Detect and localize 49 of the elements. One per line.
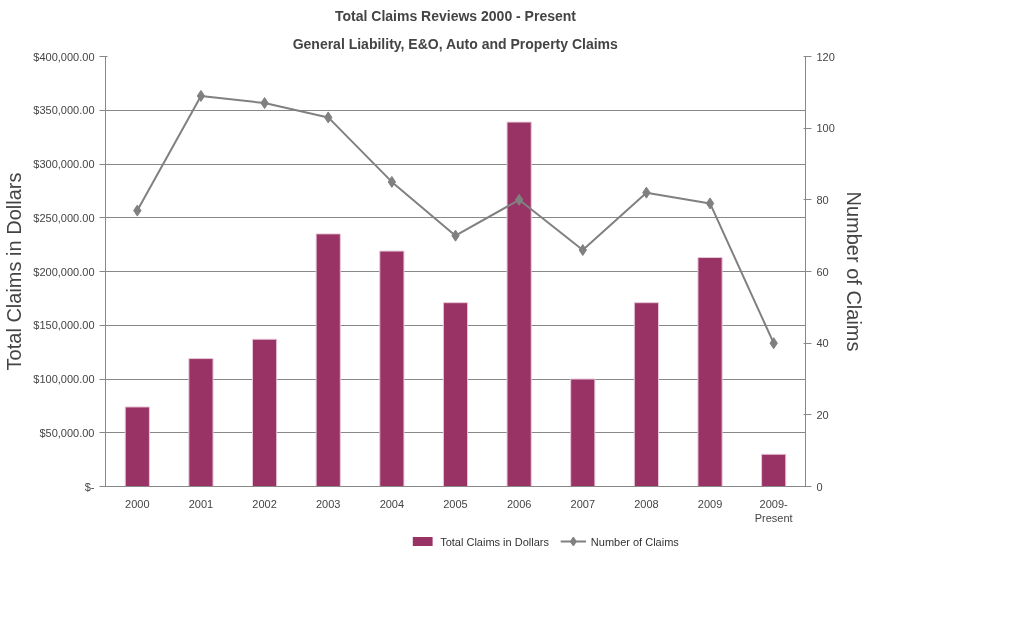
y2-tick-label: 100 [816,122,835,135]
x-tick-label: 2005 [443,497,468,510]
y-axis-title: Total Claims in Dollars [3,172,26,371]
x-tick-label: 2000 [125,497,150,510]
bar [252,338,278,487]
point [196,89,206,102]
y2-tick-label: 40 [816,337,829,350]
x-tick-label: 2009 [697,497,723,510]
x-tick-label: 2001 [188,497,214,510]
x-tick-label: 2006 [506,497,532,510]
bar [570,378,596,487]
bar [633,302,659,487]
legend-label: Total Claims in Dollars [440,535,550,548]
bar [697,257,723,487]
y-tick-label: $200,000.00 [33,265,95,278]
point [514,193,524,206]
point [578,244,587,256]
x-tick-label: 2002 [252,497,277,510]
bar [188,358,214,487]
point [387,175,397,188]
y2-tick-label: 80 [816,193,829,206]
bar [315,233,341,487]
y-tick-label: $250,000.00 [33,211,95,224]
bar [379,250,405,487]
y2-tick-label: 120 [816,50,835,63]
bar [124,406,150,487]
y-tick-label: $300,000.00 [33,158,95,170]
chart-title: Total Claims Reviews 2000 - Present [335,7,577,24]
bar [506,121,532,487]
bar [761,453,787,487]
y-tick-label: $150,000.00 [33,319,95,332]
y-tick-label: $350,000.00 [33,104,95,117]
legend-label: Number of Claims [590,535,680,548]
y-tick-label: $100,000.00 [33,373,95,385]
point [705,197,715,210]
x-tick-label: 2004 [379,497,405,510]
chart-subtitle: General Liability, E&O, Auto and Property Claims [292,35,619,52]
y2-tick-label: 60 [816,265,829,278]
x-tick-label: 2003 [315,497,341,510]
y2-axis-title: Number of Claims [842,191,865,352]
x-tick-label: 2009- Present [754,497,793,524]
y-tick-label: $400,000.00 [33,50,95,63]
y-tick-label: $50,000.00 [39,426,95,439]
bar [442,302,469,487]
x-tick-label: 2007 [570,497,596,510]
y2-tick-label: 20 [816,408,829,421]
x-tick-label: 2008 [634,497,659,510]
y2-tick-label: 0 [816,480,823,493]
y-tick-label: $- [84,480,95,493]
